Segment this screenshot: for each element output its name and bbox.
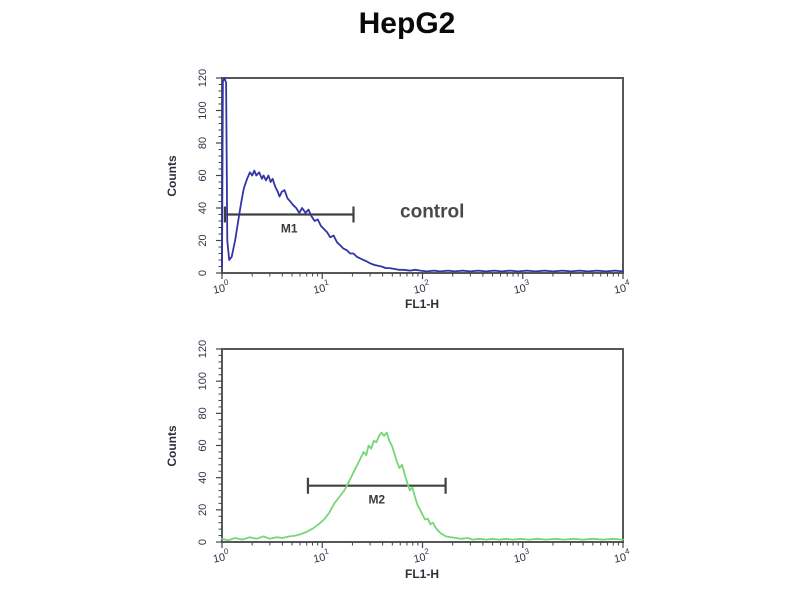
y-tick-label: 80 bbox=[197, 407, 209, 419]
y-tick-label: 80 bbox=[197, 137, 209, 149]
m2-marker-label: M2 bbox=[368, 493, 385, 507]
m1-region-marker bbox=[223, 206, 355, 223]
axis-ticks: 100 101 102 103 104 0 20 40 60 80 100 120 bbox=[197, 69, 632, 297]
x-tick-label: 103 bbox=[512, 546, 532, 565]
y-tick-label: 120 bbox=[197, 340, 209, 358]
m2-region-marker bbox=[306, 477, 447, 494]
x-tick-label: 102 bbox=[412, 546, 432, 565]
y-tick-label: 60 bbox=[197, 169, 209, 181]
x-tick-label: 100 bbox=[211, 277, 231, 296]
control-histogram-panel: 100 101 102 103 104 0 20 40 60 80 100 120 Counts FL… bbox=[165, 69, 632, 311]
control-histogram-curve bbox=[221, 77, 624, 273]
x-tick-label: 104 bbox=[612, 277, 632, 296]
plot-area bbox=[221, 77, 624, 274]
y-tick-label: 20 bbox=[197, 504, 209, 516]
y-tick-label: 100 bbox=[197, 101, 209, 119]
x-tick-label: 100 bbox=[211, 546, 231, 565]
sample-histogram-curve bbox=[221, 431, 624, 542]
y-tick-label: 120 bbox=[197, 69, 209, 87]
histogram-curve-group bbox=[221, 77, 624, 273]
y-tick-label: 0 bbox=[197, 270, 209, 276]
y-tick-label: 40 bbox=[197, 202, 209, 214]
control-annotation: control bbox=[400, 201, 464, 222]
y-tick-label: 20 bbox=[197, 234, 209, 246]
histogram-curve-group bbox=[221, 431, 624, 542]
x-tick-label: 101 bbox=[311, 546, 331, 565]
x-tick-label: 103 bbox=[512, 277, 532, 296]
sample-histogram-panel: 100 101 102 103 104 0 20 40 60 80 100 120 Counts FL… bbox=[165, 340, 632, 581]
y-tick-label: 40 bbox=[197, 472, 209, 484]
x-tick-label: 104 bbox=[612, 546, 632, 565]
x-tick-label: 101 bbox=[311, 277, 331, 296]
y-tick-label: 100 bbox=[197, 372, 209, 390]
axis-ticks: 100 101 102 103 104 0 20 40 60 80 100 120 bbox=[197, 340, 632, 566]
m1-marker-label: M1 bbox=[281, 222, 298, 236]
x-tick-label: 102 bbox=[412, 277, 432, 296]
x-axis-label: FL1-H bbox=[405, 567, 439, 581]
y-tick-label: 0 bbox=[197, 539, 209, 545]
figure-title: HepG2 bbox=[359, 7, 456, 40]
y-axis-label: Counts bbox=[165, 425, 179, 467]
y-tick-label: 60 bbox=[197, 439, 209, 451]
x-axis-label: FL1-H bbox=[405, 297, 439, 311]
y-axis-label: Counts bbox=[165, 155, 179, 197]
